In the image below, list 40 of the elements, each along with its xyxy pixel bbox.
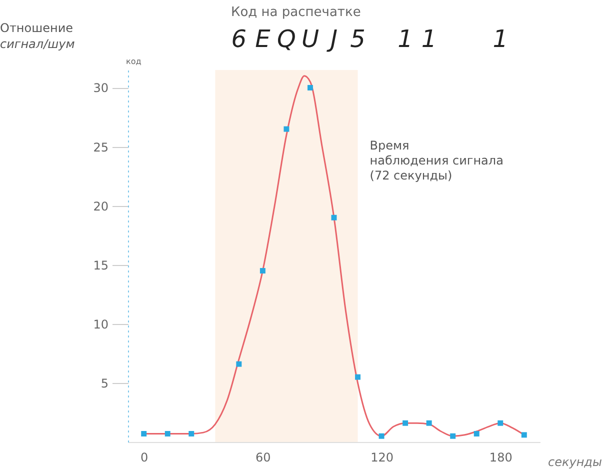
point xyxy=(236,361,242,367)
y-tick-label: 30 xyxy=(93,81,108,96)
x-tick-label: 60 xyxy=(256,450,271,464)
text: E xyxy=(255,25,272,53)
x-axis-title: секунды xyxy=(548,455,602,469)
y-axis-title: Отношение сигнал/шум xyxy=(0,21,75,51)
point xyxy=(164,430,170,436)
chart-title: Код на распечатке xyxy=(231,5,361,20)
text: 1 xyxy=(421,25,437,53)
point xyxy=(378,433,384,439)
y-tick-label: 20 xyxy=(93,199,108,214)
point xyxy=(307,84,313,90)
point xyxy=(402,420,408,426)
text: 6 xyxy=(231,25,247,53)
point xyxy=(521,432,527,438)
band-label: Время наблюдения сигнала (72 секунды) xyxy=(370,138,504,183)
text: U xyxy=(301,25,320,53)
x-tick-label: 0 xyxy=(140,450,148,464)
y-tick-label: 25 xyxy=(93,140,108,154)
text: J xyxy=(326,25,338,53)
point xyxy=(450,433,456,439)
point xyxy=(188,430,194,436)
point xyxy=(426,420,432,426)
point xyxy=(355,374,361,380)
point xyxy=(284,126,290,132)
y-tick-label: 15 xyxy=(93,258,108,272)
text: 1 xyxy=(398,25,413,53)
text: Q xyxy=(277,25,296,53)
point xyxy=(498,420,504,426)
x-tick-label: 180 xyxy=(489,450,512,464)
point xyxy=(260,268,266,274)
x-tick-label: 120 xyxy=(370,450,394,464)
y-tick-label: 5 xyxy=(100,376,108,390)
text: код xyxy=(126,57,142,66)
text: 5 xyxy=(350,25,366,53)
point xyxy=(474,430,480,436)
point xyxy=(141,430,147,436)
point xyxy=(331,214,337,220)
text: 1 xyxy=(492,25,508,53)
y-tick-label: 10 xyxy=(93,317,108,332)
